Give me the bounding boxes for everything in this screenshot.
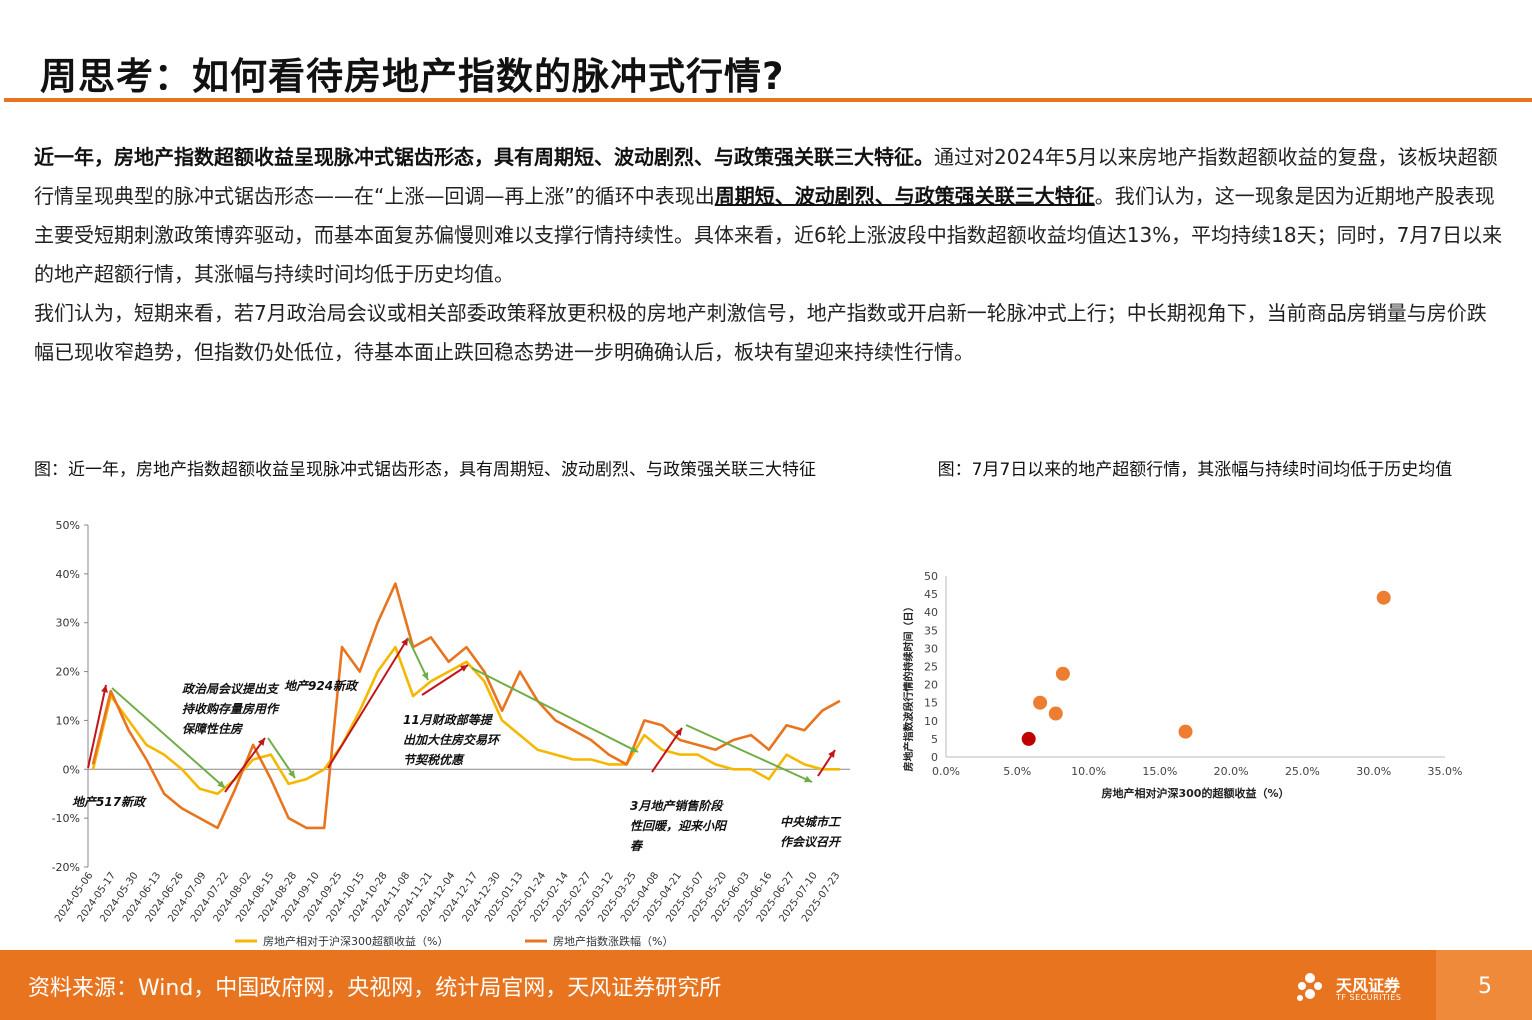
- y-tick-label: 35: [924, 624, 938, 637]
- paragraph-1-bold: 近一年，房地产指数超额收益呈现脉冲式锯齿形态，具有周期短、波动剧烈、与政策强关联…: [34, 145, 934, 169]
- y-tick-label: 20: [924, 679, 938, 692]
- x-tick-label: 5.0%: [1003, 765, 1031, 778]
- y-axis-label: 房地产指数波段行情的持续时间（日）: [902, 602, 915, 772]
- trend-arrow-head: [460, 665, 468, 672]
- trend-arrow-head: [101, 685, 108, 693]
- logo-subtitle: TF SECURITIES: [1336, 993, 1402, 1002]
- tf-securities-logo: [1297, 973, 1322, 1001]
- scatter-point: [1033, 695, 1048, 710]
- footer-bar: [0, 950, 1532, 1020]
- source-note: 资料来源：Wind，中国政府网，央视网，统计局官网，天风证券研究所: [28, 976, 722, 1001]
- paragraph-1: 近一年，房地产指数超额收益呈现脉冲式锯齿形态，具有周期短、波动剧烈、与政策强关联…: [34, 138, 1506, 294]
- y-tick-label: 40: [924, 606, 938, 619]
- chart-annotation: 地产924新政: [284, 679, 359, 693]
- paragraph-2: 我们认为，短期来看，若7月政治局会议或相关部委政策释放更积极的房地产刺激信号，地…: [34, 301, 1487, 364]
- x-tick-label: 25.0%: [1285, 765, 1320, 778]
- y-tick-label: 5: [931, 733, 938, 746]
- paragraph-1-text-2: 。我们认为，这一现象是因为近期地产股表现主要受短期刺激政策博弈驱动，而基本面复苏…: [34, 184, 1503, 286]
- scatter-point: [1021, 731, 1036, 746]
- x-tick-label: 30.0%: [1356, 765, 1391, 778]
- trend-arrow-head: [401, 638, 408, 646]
- trend-arrow-head: [630, 745, 638, 752]
- y-tick-label: 45: [924, 588, 938, 601]
- left-chart-caption: 图：近一年，房地产指数超额收益呈现脉冲式锯齿形态，具有周期短、波动剧烈、与政策强…: [34, 460, 816, 480]
- trend-arrow: [327, 637, 409, 769]
- page-title: 周思考：如何看待房地产指数的脉冲式行情?: [40, 55, 785, 98]
- right-chart-caption: 图：7月7日以来的地产超额行情，其涨幅与持续时间均低于历史均值: [937, 460, 1453, 480]
- scatter-point: [1178, 724, 1193, 739]
- body-text: 近一年，房地产指数超额收益呈现脉冲式锯齿形态，具有周期短、波动剧烈、与政策强关联…: [34, 138, 1506, 372]
- trend-arrow: [651, 727, 683, 773]
- y-tick-label: 10%: [56, 714, 80, 727]
- trend-arrow: [224, 737, 266, 793]
- trend-arrow-head: [217, 780, 225, 788]
- page-number: 5: [1478, 974, 1492, 999]
- y-tick-label: 25: [924, 661, 938, 674]
- chart-annotation: 中央城市工作会议召开: [780, 815, 842, 849]
- x-axis-label: 房地产相对沪深300的超额收益（%）: [1102, 786, 1290, 800]
- scatter-point: [1055, 666, 1070, 681]
- y-tick-label: 50%: [56, 519, 80, 532]
- x-tick-label: 10.0%: [1071, 765, 1106, 778]
- chart-annotation: 地产517新政: [72, 795, 147, 809]
- trend-arrow: [87, 684, 107, 769]
- trend-arrow-head: [421, 672, 428, 680]
- y-tick-label: 40%: [56, 568, 80, 581]
- paragraph-1-underline: 周期短、波动剧烈、与政策强关联三大特征: [714, 184, 1095, 208]
- y-tick-label: 30%: [56, 617, 80, 630]
- trend-arrow: [111, 687, 226, 789]
- y-tick-label: 0: [931, 751, 938, 764]
- y-tick-label: 10: [924, 715, 938, 728]
- trend-arrow-head: [828, 750, 835, 758]
- scatter-point: [1376, 590, 1391, 605]
- y-tick-label: -20%: [52, 861, 80, 874]
- x-tick-label: 15.0%: [1142, 765, 1177, 778]
- chart-annotation: 政治局会议提出支持收购存量房用作保障性住房: [182, 682, 280, 736]
- page-number-box: [1436, 950, 1532, 1020]
- y-tick-label: 0%: [63, 763, 80, 776]
- y-tick-label: 30: [924, 642, 938, 655]
- chart-annotation: 3月地产销售阶段性回暖，迎来小阳春: [630, 799, 728, 853]
- series-line-1: [91, 582, 841, 830]
- trend-arrow-head: [804, 775, 812, 783]
- title-divider: [4, 98, 1532, 102]
- trend-arrow: [407, 637, 429, 681]
- y-tick-label: 50: [924, 570, 938, 583]
- legend-label: 房地产相对于沪深300超额收益（%）: [263, 934, 448, 948]
- chart-annotation: 11月财政部等提出加大住房交易环节契税优惠: [403, 713, 501, 767]
- trend-arrow: [471, 667, 639, 753]
- x-tick-label: 35.0%: [1428, 765, 1463, 778]
- y-tick-label: 15: [924, 697, 938, 710]
- legend-label: 房地产指数涨跌幅（%）: [553, 934, 673, 948]
- x-tick-label: 0.0%: [932, 765, 960, 778]
- scatter-chart: 0 5 10 15 20 25 30 35 40 45 50 0.0% 5.0% 10.0% 15.0% 20…: [902, 570, 1463, 800]
- series-line-0: [91, 645, 840, 796]
- trend-arrow: [267, 737, 296, 779]
- trend-arrow-head: [257, 738, 265, 746]
- trend-arrow: [685, 724, 813, 783]
- trend-arrow: [421, 664, 469, 696]
- y-tick-label: 20%: [56, 666, 80, 679]
- y-tick-label: -10%: [52, 812, 80, 825]
- line-chart: 50%40%30%20%10%0%-10%-20%2024-05-062024-…: [52, 519, 850, 948]
- trend-arrow-head: [288, 770, 295, 778]
- paragraph-1-text: 通过对2024年5月以来房地产指数超额收益的复盘，该板块超额行情呈现典型的脉冲式…: [34, 145, 1498, 208]
- trend-arrow-head: [675, 728, 682, 736]
- x-tick-label: 20.0%: [1214, 765, 1249, 778]
- logo-name: 天风证券: [1336, 976, 1401, 995]
- scatter-point: [1048, 706, 1063, 721]
